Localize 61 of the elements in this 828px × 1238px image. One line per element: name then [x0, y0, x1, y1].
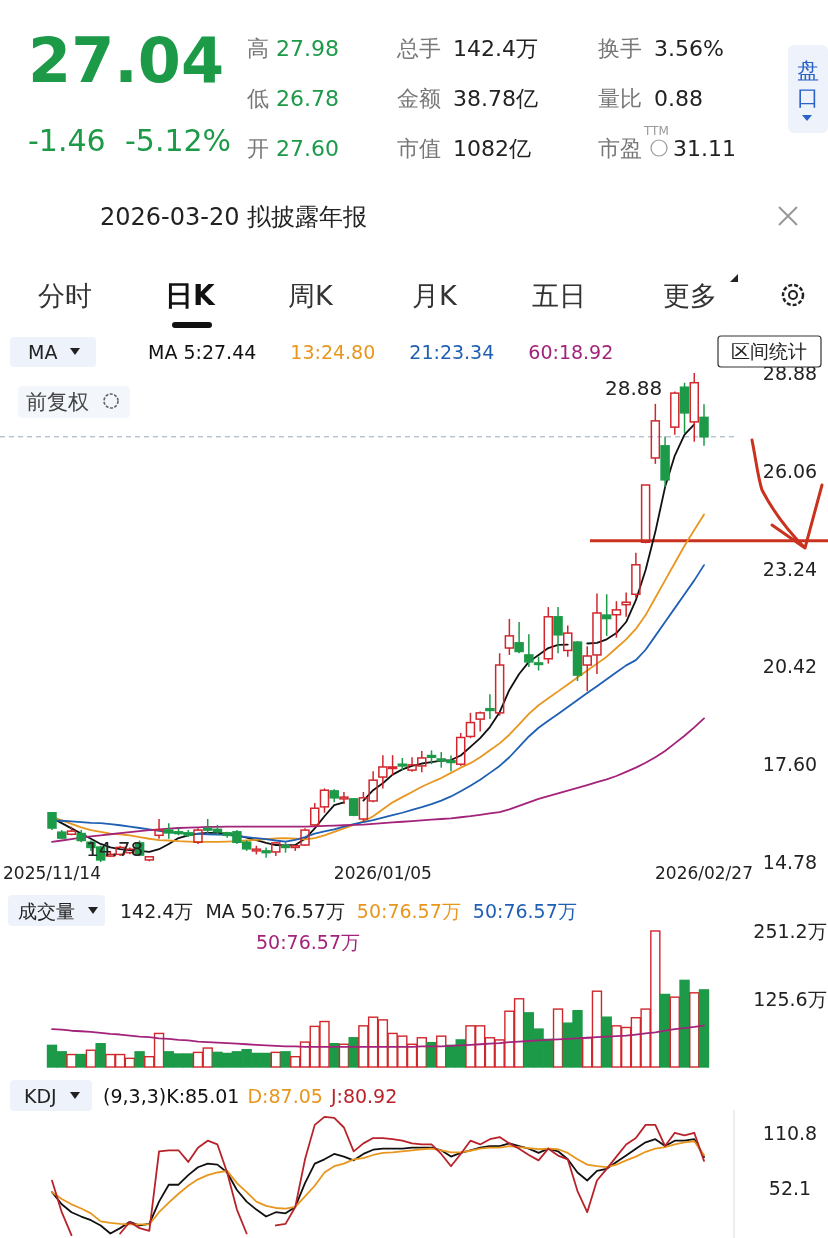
text: 市盈 [598, 135, 642, 161]
text: 区间统计 [731, 340, 807, 362]
text: 高 [247, 35, 269, 61]
text: 3.56% [654, 35, 724, 61]
text: 换手 [598, 35, 642, 61]
text: 50:76.57万 [356, 900, 461, 922]
text: 1082亿 [453, 135, 531, 161]
text: MA 5:27.44 [148, 341, 257, 363]
text: (9,3,3)K:85.01 [103, 1085, 240, 1107]
text: 分时 [38, 279, 92, 311]
text: 27.98 [276, 35, 339, 61]
text: 21:23.34 [409, 341, 495, 363]
x-tick-label: 2025/11/14 [3, 863, 101, 883]
text: -5.12% [125, 122, 232, 158]
text: 60:18.92 [528, 341, 614, 363]
text: 142.4万 [120, 900, 194, 922]
text: 0.88 [654, 85, 703, 111]
text: 50:76.57万 [472, 900, 577, 922]
y-tick-label: 23.24 [762, 557, 818, 580]
text: 周K [288, 279, 334, 311]
series-label: J:80.92 [329, 1085, 398, 1107]
text: 38.78亿 [453, 85, 538, 111]
y-tick-label: 20.42 [762, 655, 818, 678]
text: 金额 [397, 85, 441, 111]
annotation: 前复权 [26, 390, 89, 414]
text: KDJ [24, 1085, 57, 1107]
text: 市值 [397, 135, 441, 161]
text: TTM [643, 124, 669, 138]
y-tick-label: 14.78 [762, 851, 818, 873]
y-tick-label: 17.60 [762, 753, 818, 776]
text: 27.60 [276, 135, 339, 161]
text: MA 50:76.57万 [205, 900, 345, 922]
text: 日K [165, 278, 216, 312]
text: 五日 [532, 279, 586, 311]
text: 50:76.57万 [256, 931, 360, 953]
text: 13:24.80 [290, 341, 376, 363]
text: 成交量 [18, 900, 75, 922]
x-tick-label: 2026/02/27 [655, 863, 753, 883]
text: 月K [412, 279, 458, 311]
annotation: 14.78 [86, 837, 144, 861]
text: 更多 [663, 279, 717, 311]
y-tick-label: 52.1 [768, 1177, 812, 1200]
text: 2026-03-20 拟披露年报 [100, 203, 368, 231]
x-tick-label: 2026/01/05 [333, 863, 432, 883]
text: MA [28, 341, 58, 363]
text: 开 [247, 135, 269, 161]
text: D:87.05 [247, 1085, 323, 1107]
text: 31.11 [673, 135, 736, 161]
annotation: 28.88 [605, 376, 663, 400]
text: 142.4万 [453, 35, 538, 61]
y-tick-label: 110.8 [762, 1121, 818, 1144]
text: 27.04 [28, 23, 225, 97]
text: 26.78 [276, 85, 339, 111]
text: 盘口 [797, 57, 819, 110]
text: 低 [247, 85, 269, 111]
y-tick-label: 26.06 [762, 459, 818, 482]
text: -1.46 [28, 122, 106, 158]
text: 总手 [396, 35, 441, 61]
y-tick-label: 125.6万 [753, 988, 827, 1010]
y-tick-label: 251.2万 [753, 920, 827, 942]
text: 量比 [598, 85, 642, 111]
